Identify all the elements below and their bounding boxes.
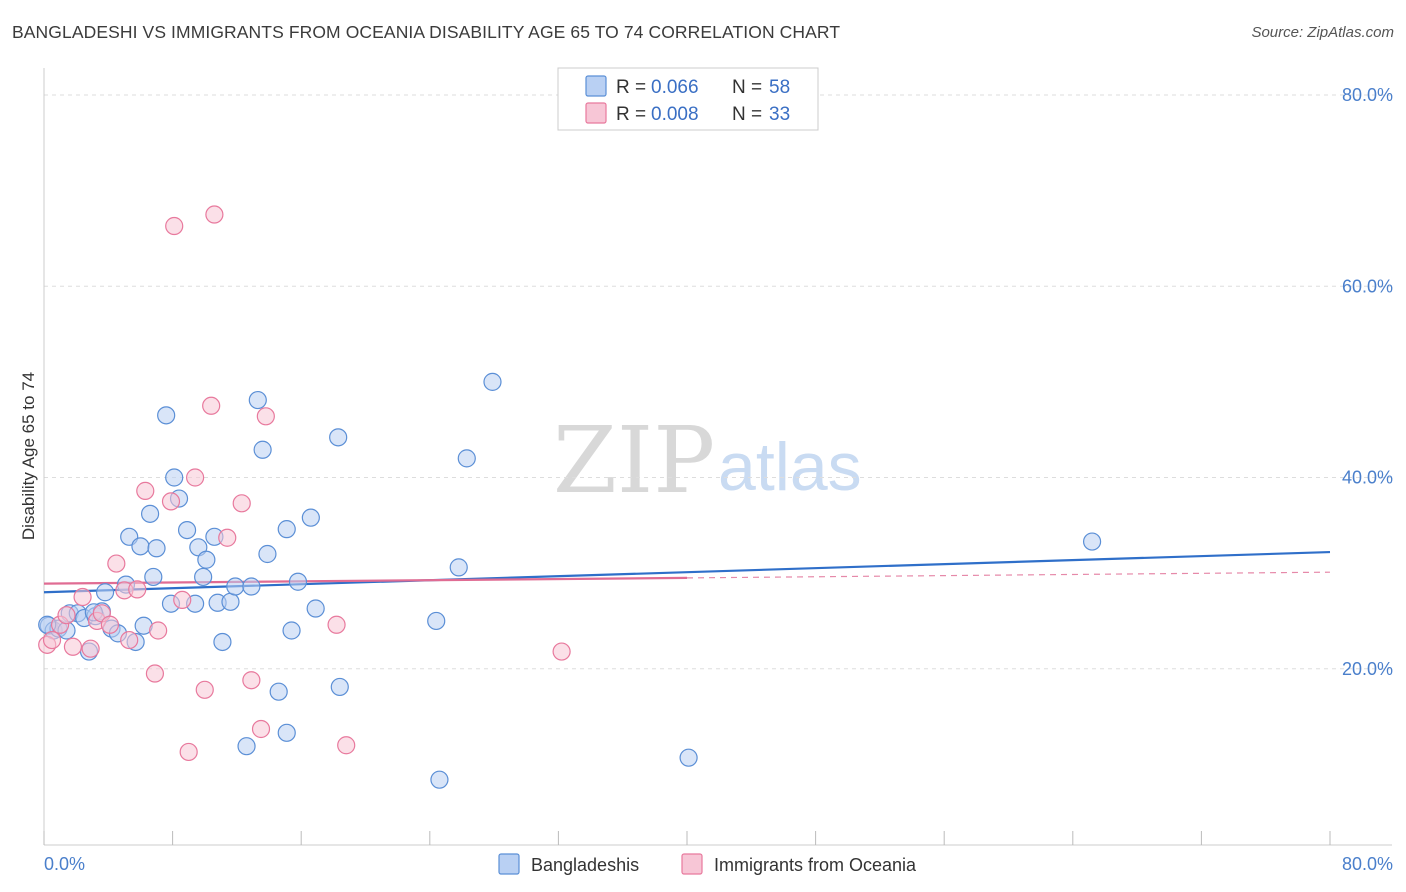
watermark-zip: ZIP: [553, 407, 715, 514]
x-tick-label: 80.0%: [1342, 854, 1393, 874]
point-bangladeshis: [95, 583, 115, 602]
y-axis-label: Disability Age 65 to 74: [19, 372, 38, 540]
point-oceania: [73, 587, 92, 607]
point-oceania: [136, 481, 155, 500]
point-bangladeshis: [329, 428, 348, 447]
point-oceania: [327, 615, 346, 634]
point-oceania: [186, 468, 205, 487]
point-oceania: [179, 742, 198, 762]
y-tick-label: 40.0%: [1342, 468, 1393, 488]
point-oceania: [251, 719, 271, 739]
watermark-atlas: atlas: [718, 429, 862, 505]
point-bangladeshis: [226, 577, 245, 596]
point-oceania: [120, 630, 139, 650]
point-oceania: [232, 494, 251, 513]
point-bangladeshis: [157, 406, 176, 425]
legend-swatch-bangladeshis: [585, 75, 607, 97]
legend-swatch-oceania: [681, 853, 703, 875]
point-oceania: [81, 639, 100, 658]
point-bangladeshis: [288, 572, 308, 591]
point-oceania: [100, 615, 120, 634]
point-oceania: [128, 580, 147, 599]
point-bangladeshis: [449, 558, 468, 577]
legend-label-oceania: Immigrants from Oceania: [714, 855, 917, 875]
point-bangladeshis: [213, 632, 232, 652]
point-oceania: [149, 621, 168, 640]
source-note: Source: ZipAtlas.com: [1251, 24, 1394, 41]
point-bangladeshis: [258, 544, 277, 564]
point-bangladeshis: [306, 599, 325, 618]
legend-label-bangladeshis: Bangladeshis: [531, 855, 639, 875]
point-oceania: [107, 554, 126, 573]
point-bangladeshis: [140, 504, 160, 523]
point-oceania: [205, 205, 224, 224]
legend-r-label: R =: [616, 104, 646, 125]
legend-swatch-oceania: [585, 102, 607, 124]
point-bangladeshis: [301, 508, 320, 527]
point-bangladeshis: [427, 611, 446, 631]
data-points: [38, 205, 1102, 789]
point-bangladeshis: [147, 539, 166, 558]
point-bangladeshis: [144, 567, 163, 587]
stats-legend: R = 0.066 N = 58 R = 0.008 N = 33: [557, 67, 819, 131]
point-bangladeshis: [277, 520, 296, 539]
point-bangladeshis: [165, 468, 184, 487]
point-oceania: [256, 407, 275, 426]
y-tick-label: 60.0%: [1342, 276, 1393, 296]
point-bangladeshis: [197, 550, 216, 569]
point-bangladeshis: [457, 449, 476, 468]
legend-n-label: N =: [732, 104, 762, 125]
trend-line-oceania-dashed: [686, 571, 1331, 579]
point-oceania: [552, 642, 571, 661]
point-oceania: [57, 606, 76, 625]
point-bangladeshis: [237, 737, 256, 756]
point-bangladeshis: [269, 682, 288, 701]
point-oceania: [218, 528, 237, 547]
tick-labels: 20.0% 40.0% 60.0% 80.0% 0.0% 80.0%: [44, 85, 1393, 874]
point-oceania: [145, 664, 165, 683]
chart-title: BANGLADESHI VS IMMIGRANTS FROM OCEANIA D…: [12, 22, 841, 42]
point-bangladeshis: [253, 440, 272, 459]
y-tick-label: 80.0%: [1342, 85, 1393, 105]
point-oceania: [337, 736, 356, 755]
point-oceania: [202, 396, 221, 415]
point-oceania: [173, 590, 192, 610]
point-oceania: [165, 216, 184, 236]
point-bangladeshis: [330, 677, 349, 697]
legend-r-value: 0.008: [651, 104, 699, 125]
point-bangladeshis: [131, 537, 150, 556]
point-oceania: [42, 630, 62, 650]
point-oceania: [63, 637, 83, 656]
point-bangladeshis: [177, 520, 197, 540]
point-oceania: [242, 671, 261, 690]
point-bangladeshis: [483, 372, 502, 391]
y-tick-label: 20.0%: [1342, 659, 1393, 679]
point-bangladeshis: [248, 390, 267, 410]
legend-n-value: 33: [769, 104, 790, 125]
legend-swatch-bangladeshis: [498, 853, 520, 875]
legend-n-value: 58: [769, 77, 790, 98]
point-bangladeshis: [679, 748, 698, 767]
point-bangladeshis: [282, 621, 301, 640]
point-oceania: [195, 680, 214, 699]
legend-r-label: R =: [616, 77, 646, 98]
point-bangladeshis: [242, 577, 261, 596]
point-bangladeshis: [1082, 532, 1102, 551]
point-bangladeshis: [277, 723, 296, 742]
legend-r-value: 0.066: [651, 77, 699, 98]
series-legend: Bangladeshis Immigrants from Oceania: [498, 853, 917, 875]
point-bangladeshis: [194, 567, 213, 587]
point-oceania: [161, 492, 181, 511]
legend-n-label: N =: [732, 77, 762, 98]
x-tick-label: 0.0%: [44, 854, 85, 874]
gridlines: [44, 94, 1392, 670]
axes: [43, 68, 1392, 846]
point-bangladeshis: [221, 592, 240, 611]
point-bangladeshis: [430, 770, 449, 789]
